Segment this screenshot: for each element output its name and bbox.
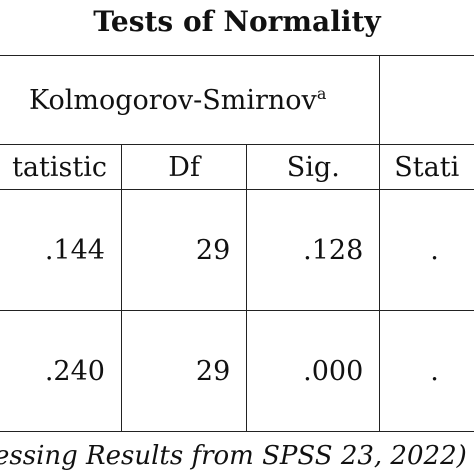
normality-table: Kolmogorov-Smirnova tatistic Df Sig. Sta… xyxy=(0,55,474,432)
sw-statistic-header: Stati xyxy=(379,144,474,190)
kolmogorov-smirnov-header: Kolmogorov-Smirnova xyxy=(0,55,381,145)
ks-statistic-header: tatistic xyxy=(0,144,122,190)
sw-statistic-cell: . xyxy=(379,189,474,311)
ks-sig-cell: .000 xyxy=(246,310,381,432)
column-header-row: tatistic Df Sig. Stati xyxy=(0,144,474,190)
ks-sig-cell: .128 xyxy=(246,189,381,311)
ks-sig-header: Sig. xyxy=(246,144,381,190)
sw-statistic-cell: . xyxy=(379,310,474,432)
source-note: essing Results from SPSS 23, 2022) xyxy=(0,441,467,471)
table-title: Tests of Normality xyxy=(93,5,381,38)
table-row: .240 29 .000 . xyxy=(0,310,474,432)
footnote-marker: a xyxy=(316,84,327,103)
group-header-row: Kolmogorov-Smirnova xyxy=(0,55,474,145)
shapiro-wilk-header xyxy=(379,55,474,145)
ks-statistic-cell: .144 xyxy=(0,189,122,311)
normality-table-container: Kolmogorov-Smirnova tatistic Df Sig. Sta… xyxy=(0,55,474,432)
ks-df-header: Df xyxy=(120,144,248,190)
ks-df-cell: 29 xyxy=(120,189,248,311)
ks-df-cell: 29 xyxy=(120,310,248,432)
table-row: .144 29 .128 . xyxy=(0,189,474,311)
ks-statistic-cell: .240 xyxy=(0,310,122,432)
kolmogorov-smirnov-label: Kolmogorov-Smirnov xyxy=(29,85,317,116)
